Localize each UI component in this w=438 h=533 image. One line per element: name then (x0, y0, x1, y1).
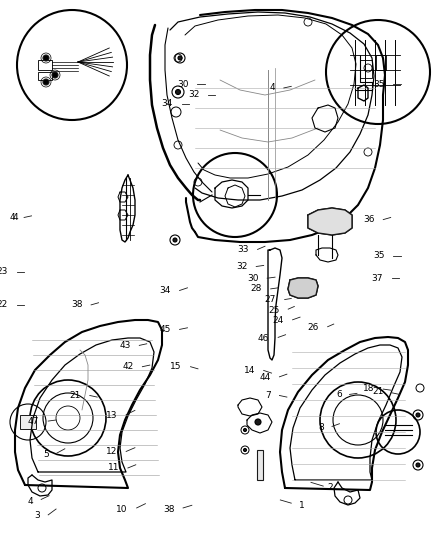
Circle shape (52, 72, 58, 78)
Text: 22: 22 (0, 301, 8, 309)
Text: 38: 38 (163, 505, 174, 513)
Text: 4: 4 (27, 497, 33, 505)
Text: 3: 3 (35, 512, 40, 520)
Text: 33: 33 (237, 245, 249, 254)
Text: 44: 44 (259, 373, 271, 382)
Circle shape (173, 238, 177, 242)
Text: 35: 35 (373, 252, 385, 260)
Text: 32: 32 (188, 91, 199, 99)
Text: 42: 42 (122, 362, 134, 371)
Text: 24: 24 (272, 317, 284, 325)
Bar (376, 55, 386, 70)
Text: 18: 18 (363, 384, 374, 392)
Text: 21: 21 (372, 387, 383, 396)
Text: 12: 12 (106, 448, 117, 456)
Text: 46: 46 (258, 334, 269, 343)
Text: 43: 43 (119, 341, 131, 350)
Text: 45: 45 (159, 325, 171, 334)
Text: 14: 14 (244, 366, 255, 375)
Text: 10: 10 (117, 505, 128, 513)
Text: 28: 28 (251, 285, 262, 293)
Text: 21: 21 (70, 391, 81, 400)
Text: 5: 5 (43, 450, 49, 458)
Text: 6: 6 (336, 390, 342, 399)
Text: 11: 11 (108, 464, 119, 472)
Text: 35: 35 (373, 80, 385, 88)
Circle shape (416, 463, 420, 467)
Circle shape (176, 90, 180, 94)
Text: 4: 4 (13, 213, 18, 222)
Text: 30: 30 (247, 274, 258, 282)
Circle shape (178, 56, 182, 60)
Circle shape (43, 79, 49, 85)
Text: 38: 38 (71, 301, 82, 309)
Text: 47: 47 (28, 417, 39, 425)
Text: 15: 15 (170, 362, 182, 371)
Circle shape (43, 55, 49, 61)
Text: 4: 4 (269, 84, 275, 92)
Text: 23: 23 (0, 268, 8, 276)
Circle shape (244, 429, 247, 432)
Bar (20, 415, 36, 429)
Circle shape (244, 448, 247, 451)
Bar (38, 60, 52, 70)
Bar (257, 450, 263, 480)
Bar (360, 60, 372, 78)
Circle shape (255, 419, 261, 425)
Polygon shape (308, 208, 352, 235)
Text: 36: 36 (363, 215, 374, 224)
Bar (38, 72, 52, 80)
Circle shape (416, 413, 420, 417)
Text: 2: 2 (327, 483, 333, 492)
Text: 13: 13 (106, 411, 117, 420)
Text: 30: 30 (177, 80, 188, 88)
Text: 7: 7 (265, 391, 271, 400)
Text: 4: 4 (10, 213, 15, 222)
Text: 26: 26 (307, 324, 319, 332)
Text: 27: 27 (265, 295, 276, 304)
Text: 25: 25 (268, 306, 279, 314)
Text: 1: 1 (299, 501, 304, 510)
Text: 34: 34 (162, 100, 173, 108)
Text: 34: 34 (159, 286, 171, 295)
Text: 37: 37 (372, 274, 383, 282)
Text: 32: 32 (236, 262, 247, 271)
Polygon shape (288, 278, 318, 298)
Text: 8: 8 (318, 423, 324, 432)
